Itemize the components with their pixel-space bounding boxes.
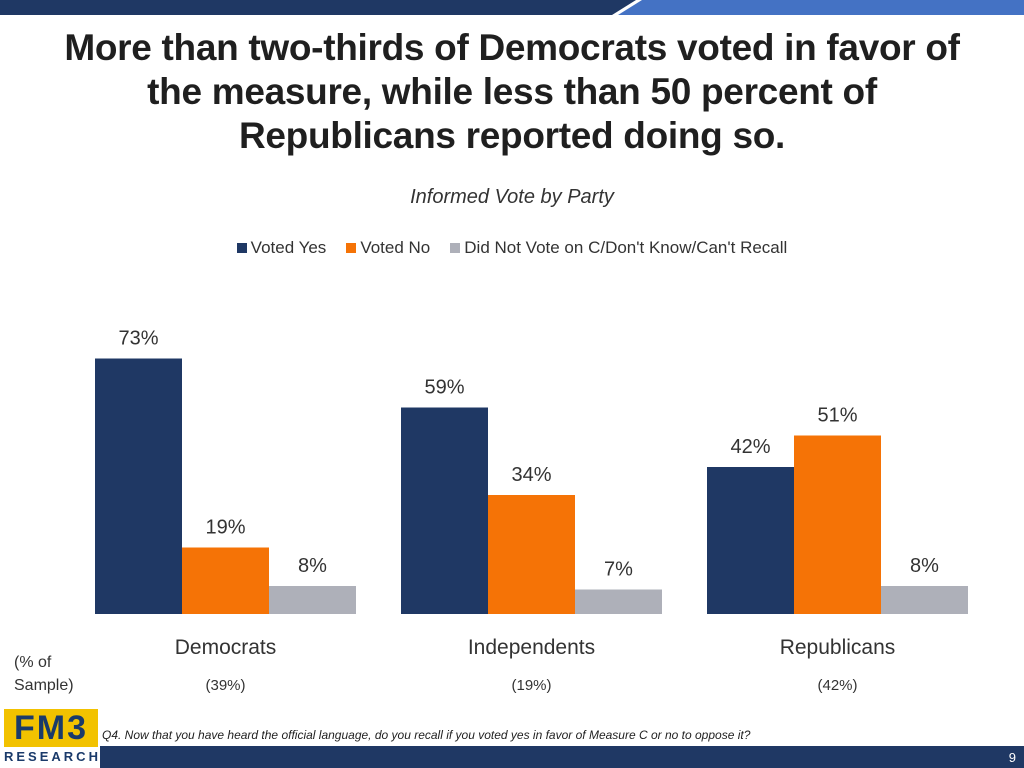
logo-wordmark: RESEARCH	[4, 749, 101, 764]
bar-republicans-voted-no	[794, 435, 881, 614]
bar-chart: 73% 19% 8% Democrats (39%) 59% 34% 7% Independen…	[95, 328, 968, 694]
data-label-democrats-did-not-vote: 8%	[298, 555, 327, 577]
fm3-logo: FM3 RESEARCH	[4, 709, 98, 765]
page-number: 9	[1008, 750, 1016, 765]
bar-republicans-voted-yes	[707, 467, 794, 614]
page-title: More than two-thirds of Democrats voted …	[64, 27, 960, 156]
data-label-republicans-voted-no: 51%	[817, 405, 857, 427]
bar-republicans-did-not-vote	[881, 586, 968, 614]
data-label-independents-voted-yes: 59%	[424, 377, 464, 399]
data-label-republicans-did-not-vote: 8%	[910, 555, 939, 577]
data-label-independents-voted-no: 34%	[511, 464, 551, 486]
legend-swatch-did-not-vote	[450, 243, 461, 253]
bar-independents-did-not-vote	[575, 589, 662, 614]
bar-democrats-voted-no	[182, 547, 269, 614]
chart-subtitle: Informed Vote by Party	[410, 186, 614, 208]
category-sample-republicans: (42%)	[817, 677, 857, 694]
category-sample-independents: (19%)	[511, 677, 551, 694]
legend-label-did-not-vote: Did Not Vote on C/Don't Know/Can't Recal…	[464, 238, 788, 257]
top-banner-stripe	[612, 0, 642, 15]
legend-item-voted-no: Voted No	[346, 238, 430, 258]
data-label-democrats-voted-yes: 73%	[118, 328, 158, 350]
legend-item-voted-yes: Voted Yes	[236, 238, 327, 258]
top-banner-accent	[615, 0, 1024, 15]
category-label-democrats: Democrats	[175, 636, 277, 659]
category-sample-democrats: (39%)	[205, 677, 245, 694]
legend-item-did-not-vote: Did Not Vote on C/Don't Know/Can't Recal…	[450, 238, 787, 258]
legend-label-voted-no: Voted No	[360, 238, 431, 257]
survey-question-footnote: Q4. Now that you have heard the official…	[102, 728, 751, 742]
chart-legend: Voted Yes Voted No Did Not Vote on C/Don…	[0, 238, 1024, 258]
data-label-republicans-voted-yes: 42%	[730, 436, 770, 458]
bar-democrats-did-not-vote	[269, 586, 356, 614]
bottom-bar	[100, 746, 1024, 768]
data-label-independents-did-not-vote: 7%	[604, 559, 633, 581]
logo-mark: FM3	[4, 709, 98, 747]
bar-independents-voted-no	[488, 495, 575, 614]
legend-swatch-voted-no	[346, 243, 357, 253]
sample-label: (% of Sample)	[14, 654, 74, 694]
top-banner	[0, 0, 1024, 15]
legend-label-voted-yes: Voted Yes	[250, 238, 327, 257]
category-label-independents: Independents	[468, 636, 595, 659]
category-label-republicans: Republicans	[780, 636, 896, 659]
legend-swatch-voted-yes	[236, 243, 247, 253]
bar-independents-voted-yes	[401, 407, 488, 614]
data-label-democrats-voted-no: 19%	[205, 517, 245, 539]
bar-democrats-voted-yes	[95, 358, 182, 614]
